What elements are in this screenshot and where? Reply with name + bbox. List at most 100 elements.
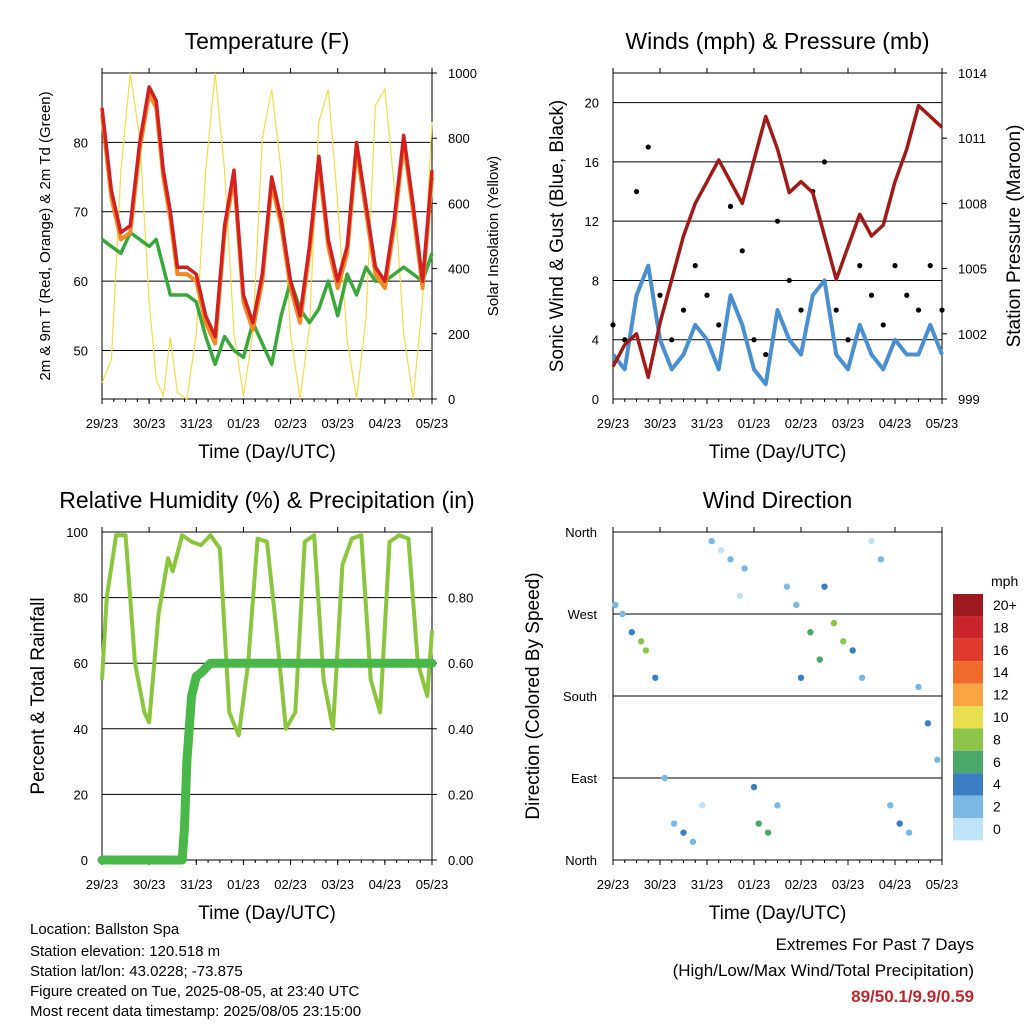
y2-tick-label: 1005 [958, 262, 987, 277]
y2-tick-label: 1011 [958, 131, 986, 146]
y-tick-label: 60 [74, 274, 88, 289]
x-tick-label: 01/23 [738, 416, 771, 431]
direction-point [905, 829, 913, 836]
x-tick-label: 04/23 [369, 877, 402, 892]
colorbar-label: 8 [993, 731, 1001, 747]
gust-point [939, 307, 945, 313]
direction-point [736, 592, 744, 599]
colorbar-title: mph [991, 573, 1018, 589]
series-wind-line [611, 263, 944, 387]
direction-point [858, 674, 866, 681]
y-tick-label: 8 [592, 273, 599, 288]
series-rh-line [100, 533, 434, 738]
x-axis-label-1: Time (Day/UTC) [709, 442, 847, 463]
direction-point [783, 583, 791, 590]
y2-tick-label: 0.60 [448, 656, 473, 671]
x-tick-label: 04/23 [879, 416, 912, 431]
info-elevation: Station elevation: 120.518 m [30, 943, 221, 960]
y2-tick-label: 0.00 [448, 853, 473, 868]
gust-point [857, 263, 863, 269]
y-tick-label: 100 [66, 525, 88, 540]
direction-point [896, 820, 903, 827]
colorbar-label: 6 [993, 754, 1001, 770]
gust-point [798, 307, 804, 313]
info-location: Location: Ballston Spa [30, 921, 180, 938]
gust-point [622, 337, 628, 343]
y-tick-label: 80 [74, 591, 88, 606]
colorbar-label: 18 [993, 619, 1009, 635]
direction-tick-label: West [568, 607, 598, 622]
chart-title-3: Wind Direction [703, 487, 853, 513]
colorbar-label: 20+ [993, 597, 1017, 613]
gust-point [892, 263, 898, 269]
x-tick-label: 31/23 [180, 877, 213, 892]
colorbar-swatch [953, 683, 983, 706]
x-tick-label: 03/23 [321, 877, 354, 892]
y-axis-label-0: 2m & 9m T (Red, Orange) & 2m Td (Green) [37, 91, 54, 380]
direction-point [612, 601, 619, 609]
y-axis-label-1: Sonic Wind & Gust (Blue, Black) [547, 100, 568, 372]
series-precip-line [97, 658, 437, 865]
info-created: Figure created on Tue, 2025-08-05, at 23… [30, 983, 360, 1000]
gust-point [904, 292, 910, 298]
colorbar-swatch [953, 750, 983, 774]
series-dewpoint-line [100, 230, 434, 367]
y2-tick-label: 400 [448, 262, 470, 277]
direction-point [727, 556, 734, 563]
chart-title-2: Relative Humidity (%) & Precipitation (i… [59, 487, 474, 513]
y-axis-label-2: Percent & Total Rainfall [28, 597, 49, 794]
colorbar-swatch [953, 706, 983, 729]
x-tick-label: 05/23 [926, 877, 959, 892]
y2-tick-label: 1000 [448, 66, 477, 81]
direction-point [816, 656, 823, 663]
x-tick-label: 02/23 [785, 416, 818, 431]
x-tick-label: 30/23 [644, 416, 677, 431]
gust-point [845, 337, 851, 343]
x-tick-label: 29/23 [86, 877, 119, 892]
direction-point [915, 683, 922, 691]
colorbar-swatch [953, 638, 983, 662]
x-tick-label: 29/23 [86, 416, 119, 431]
colorbar-label: 0 [993, 821, 1001, 837]
y-tick-label: 20 [585, 96, 599, 111]
y2-tick-label: 999 [958, 392, 980, 407]
colorbar-swatch [953, 795, 983, 818]
direction-point [924, 720, 932, 727]
y2-tick-label: 800 [448, 131, 470, 146]
y-tick-label: 16 [585, 155, 599, 170]
direction-point [741, 565, 748, 572]
direction-point [821, 583, 828, 590]
y-tick-label: 4 [592, 333, 599, 348]
gust-point [786, 277, 792, 284]
gust-point [633, 188, 640, 195]
direction-tick-label: North [565, 853, 597, 868]
direction-point [638, 638, 645, 645]
gust-point [927, 263, 933, 269]
direction-point [680, 829, 687, 836]
direction-point [670, 820, 678, 827]
direction-point [755, 820, 762, 827]
x-tick-label: 05/23 [416, 416, 449, 431]
colorbar-swatch [953, 773, 983, 796]
y2-tick-label: 600 [448, 196, 470, 211]
x-tick-label: 02/23 [274, 416, 307, 431]
direction-point [830, 619, 838, 627]
x-tick-label: 01/23 [738, 877, 771, 892]
gust-point [610, 322, 616, 328]
gust-point [657, 292, 663, 298]
direction-point [619, 610, 626, 618]
direction-point [868, 537, 875, 545]
colorbar-swatch [953, 818, 983, 841]
extremes-title: Extremes For Past 7 Days [775, 935, 974, 954]
info-recent-timestamp: Most recent data timestamp: 2025/08/05 2… [30, 1003, 362, 1020]
gust-point [868, 292, 875, 298]
direction-point [699, 802, 706, 809]
x-tick-label: 03/23 [832, 877, 865, 892]
gust-point [727, 203, 734, 209]
y2-tick-label: 1008 [958, 196, 987, 211]
x-axis-label-3: Time (Day/UTC) [709, 903, 847, 924]
y-tick-label: 50 [74, 343, 88, 358]
extremes-subtitle: (High/Low/Max Wind/Total Precipitation) [672, 961, 974, 980]
colorbar-label: 16 [993, 642, 1009, 658]
